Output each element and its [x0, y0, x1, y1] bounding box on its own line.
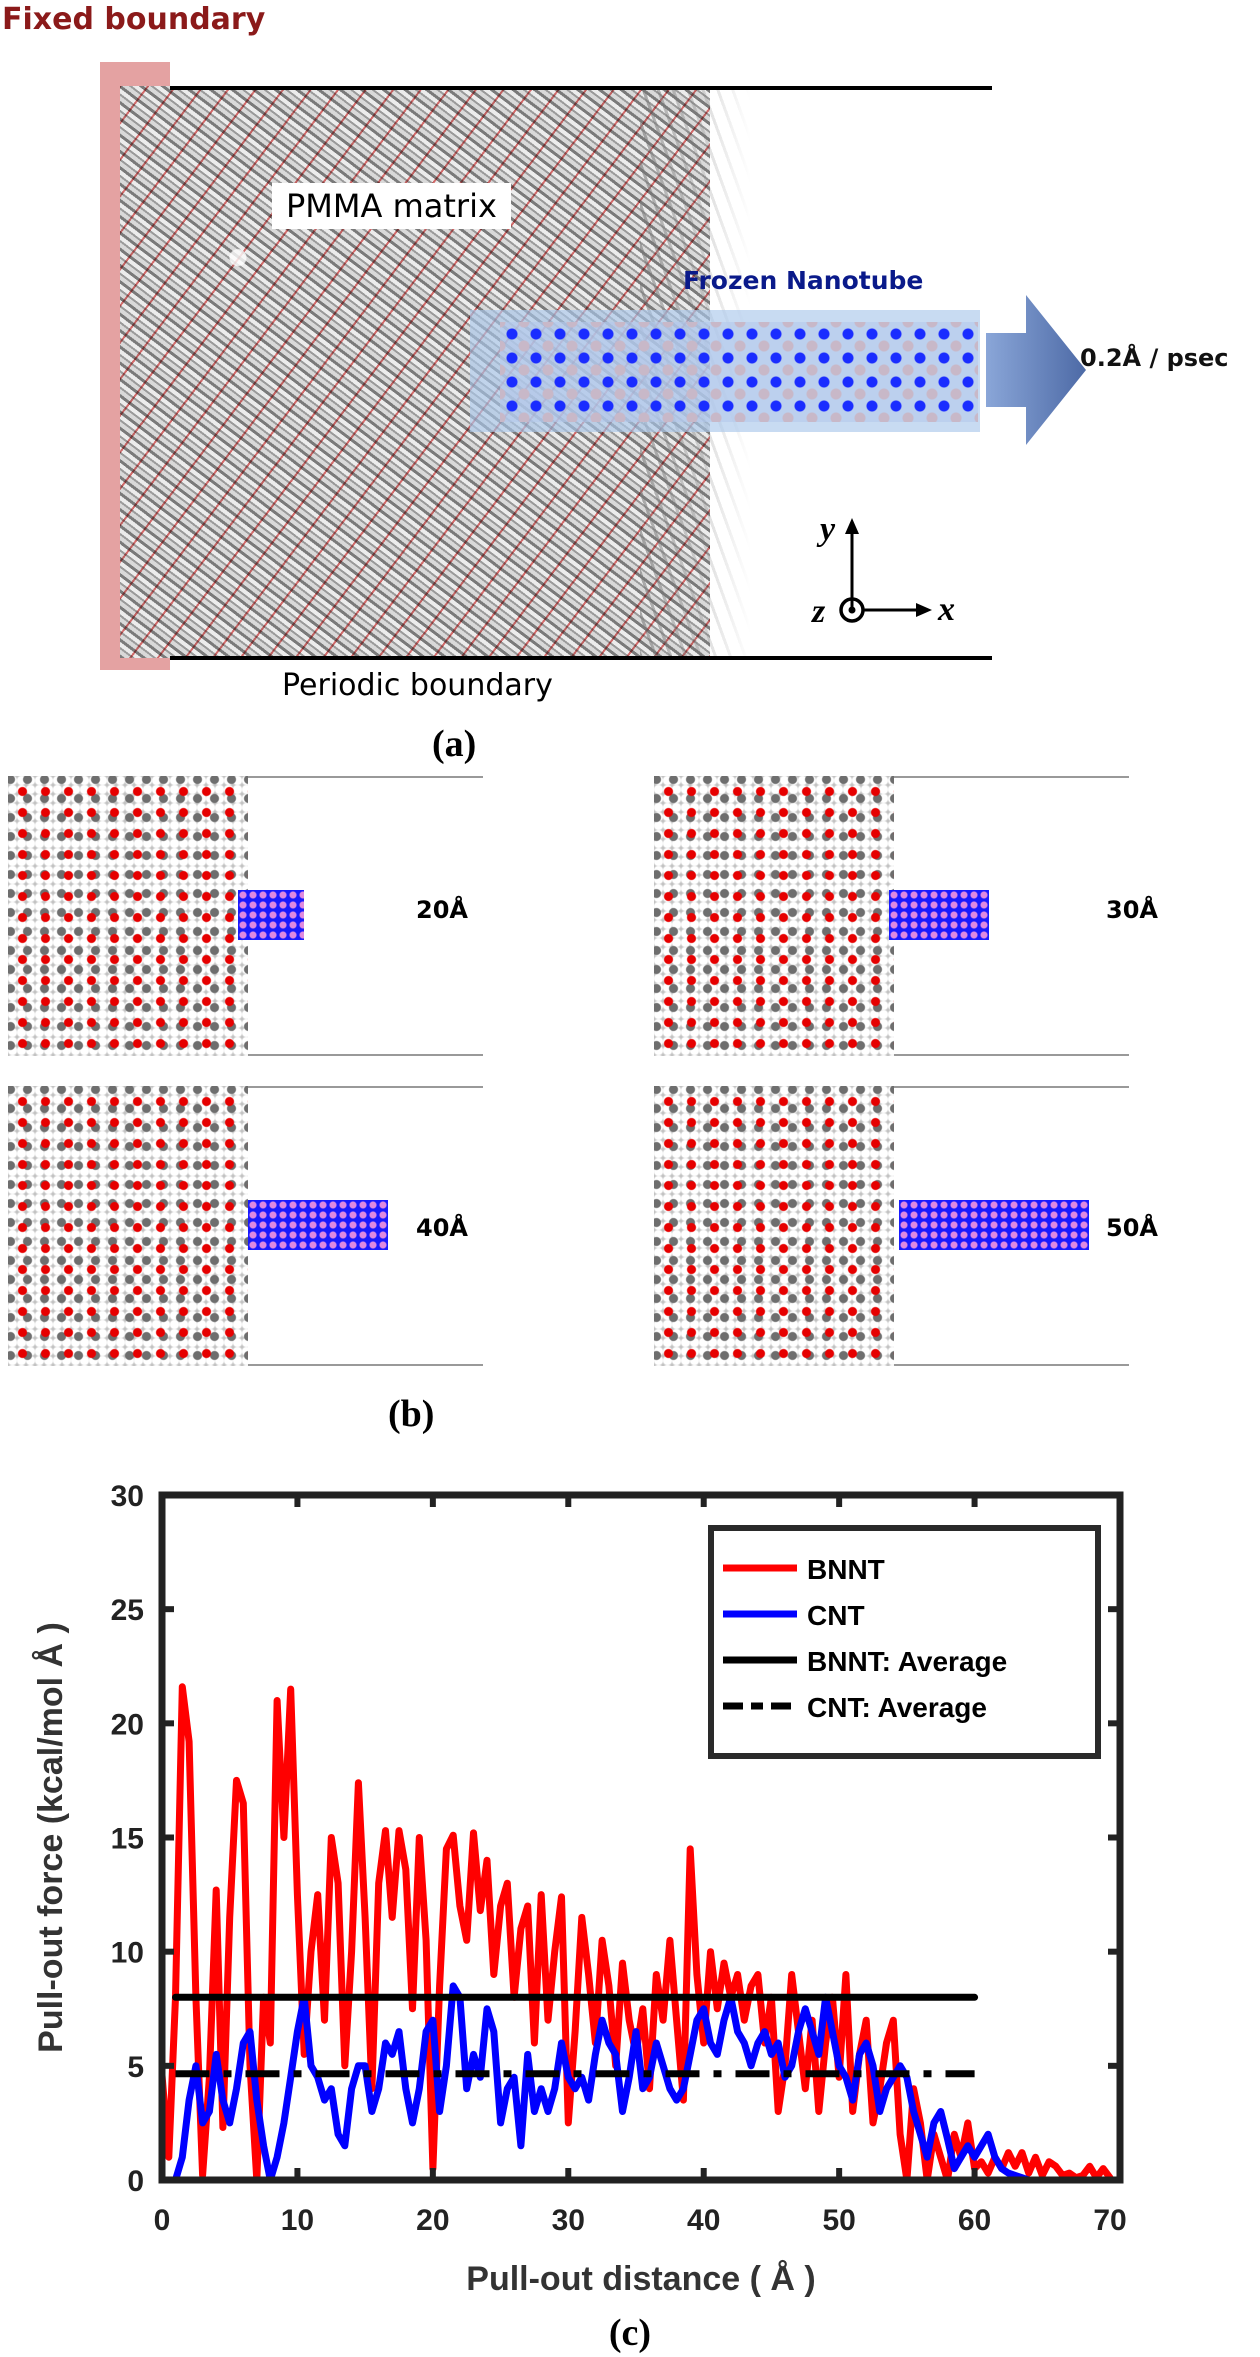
y-axis-title: Pull-out force (kcal/mol Å )	[32, 1622, 70, 2053]
x-axis-symbol: x	[937, 591, 955, 628]
matrix-atoms	[654, 776, 894, 1056]
x-tick-label: 50	[822, 2204, 855, 2237]
snapshot-label: 20Å	[416, 896, 468, 924]
pullout-force-chart: 0 10 20 30 40 50 60 70 0 5 10 15 20 25 30 Pull-out dis…	[32, 1480, 1127, 2354]
nanotube-atoms	[248, 1200, 388, 1250]
ticks-layer: 0 10 20 30 40 50 60 70 0 5 10 15 20 25 30	[111, 1480, 1127, 2237]
pull-speed-label: 0.2Å / psec	[1080, 344, 1229, 372]
snapshot-20: 20Å	[8, 776, 483, 1056]
snapshot-50: 50Å	[654, 1086, 1158, 1366]
pull-direction-arrow-icon	[986, 295, 1086, 445]
matrix-atoms	[8, 1086, 248, 1366]
y-tick-label: 15	[111, 1823, 144, 1856]
series-layer	[158, 1683, 1114, 2184]
snapshot-30: 30Å	[654, 776, 1158, 1056]
legend-label: CNT	[807, 1600, 865, 1631]
snapshot-40: 40Å	[8, 1086, 483, 1366]
y-tick-label: 25	[111, 1594, 144, 1627]
y-tick-label: 5	[127, 2051, 144, 2084]
x-tick-label: 30	[552, 2204, 585, 2237]
matrix-atoms	[8, 776, 248, 1056]
snapshot-label: 50Å	[1106, 1214, 1158, 1242]
y-tick-label: 20	[111, 1708, 144, 1741]
x-tick-label: 10	[281, 2204, 314, 2237]
matrix-atoms	[654, 1086, 894, 1366]
pmma-matrix-label: PMMA matrix	[272, 183, 511, 229]
legend-label: CNT: Average	[807, 1692, 987, 1723]
x-tick-label: 60	[958, 2204, 991, 2237]
x-tick-label: 20	[416, 2204, 449, 2237]
fixed-boundary-label: Fixed boundary	[2, 2, 266, 37]
x-tick-label: 40	[687, 2204, 720, 2237]
series-line-bnnt	[158, 1683, 1114, 2184]
panel-b-snapshots: 20Å 30Å 40Å 50Å (b)	[8, 776, 1238, 1435]
y-tick-label: 30	[111, 1480, 144, 1513]
legend: BNNT CNT BNNT: Average CNT: Average	[708, 1525, 1101, 1759]
caption-c: (c)	[609, 2312, 651, 2354]
frozen-nanotube	[500, 322, 978, 422]
nanotube-atoms	[899, 1200, 1089, 1250]
y-axis-symbol: y	[816, 511, 836, 548]
x-tick-label: 0	[154, 2204, 171, 2237]
caption-a: (a)	[432, 723, 477, 765]
nanotube-atoms	[238, 890, 304, 940]
coordinate-axes-icon: y z x	[811, 511, 955, 630]
periodic-boundary-label: Periodic boundary	[282, 668, 553, 703]
panel-a-simulation-setup: Fixed boundary PMMA matrix Frozen Nanotu…	[0, 0, 1260, 765]
z-axis-symbol: z	[811, 593, 826, 630]
legend-label: BNNT	[807, 1554, 885, 1585]
y-tick-label: 0	[127, 2165, 144, 2198]
frozen-nanotube-label: Frozen Nanotube	[683, 266, 924, 295]
snapshot-label: 40Å	[416, 1214, 468, 1242]
series-line-cnt	[172, 1982, 1114, 2184]
caption-b: (b)	[388, 1393, 435, 1435]
bottom-periodic-boundary-line	[170, 656, 992, 660]
x-axis-title: Pull-out distance ( Å )	[466, 2260, 815, 2298]
x-tick-label: 70	[1093, 2204, 1126, 2237]
legend-label: BNNT: Average	[807, 1646, 1007, 1677]
nanotube-atoms	[889, 890, 989, 940]
top-periodic-boundary-line	[170, 86, 992, 90]
y-tick-label: 10	[111, 1937, 144, 1970]
snapshot-label: 30Å	[1106, 896, 1158, 924]
